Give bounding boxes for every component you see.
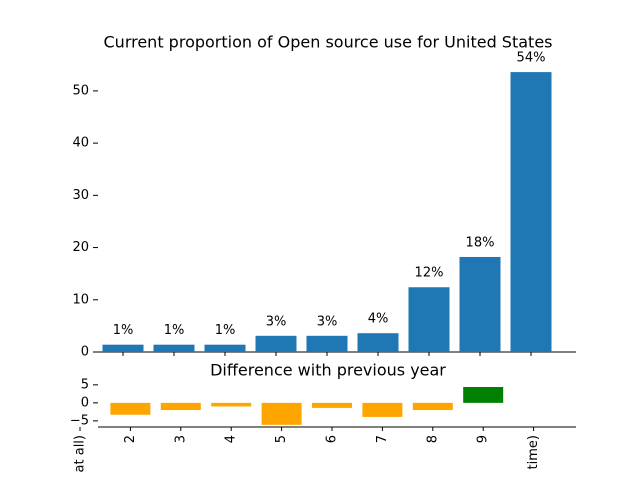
y-tick-label: 20: [72, 240, 89, 255]
data-label: 54%: [517, 51, 546, 66]
bar: [408, 287, 450, 352]
chart-title: Current proportion of Open source use fo…: [104, 33, 553, 52]
y-tick-label: 0: [81, 395, 89, 410]
x-tick-label: 4: [224, 435, 239, 443]
data-label: 1%: [215, 323, 236, 338]
bar: [306, 335, 348, 352]
data-label: 3%: [266, 314, 287, 329]
data-label: 18%: [466, 235, 495, 250]
x-tick-label: at all): [73, 435, 88, 472]
bar: [110, 402, 151, 415]
data-label: 1%: [164, 323, 185, 338]
x-tick-label: 6: [325, 435, 340, 443]
bar: [204, 344, 246, 352]
bar: [261, 402, 302, 425]
y-tick-label: 0: [81, 345, 89, 360]
bar: [459, 256, 501, 352]
y-tick-label: 10: [72, 292, 89, 307]
y-tick-label: −5: [70, 413, 89, 428]
bar: [102, 344, 144, 352]
bar: [160, 402, 201, 411]
bar: [357, 333, 399, 352]
bar: [211, 402, 252, 407]
bar: [510, 72, 552, 353]
data-label: 1%: [113, 323, 134, 338]
data-label: 4%: [368, 312, 389, 327]
y-tick-label: 50: [72, 83, 89, 98]
bar: [412, 402, 453, 411]
y-tick-label: 30: [72, 188, 89, 203]
x-tick-label: 5: [274, 435, 289, 443]
bar: [463, 387, 504, 403]
x-tick-label: 8: [425, 435, 440, 443]
y-tick-label: 5: [81, 377, 89, 392]
bar: [153, 344, 195, 352]
y-tick-label: 40: [72, 136, 89, 151]
bar: [255, 335, 297, 352]
data-label: 3%: [317, 314, 338, 329]
x-tick-label: 9: [476, 435, 491, 443]
data-label: 12%: [415, 266, 444, 281]
subplot-title: Difference with previous year: [210, 361, 446, 380]
bar: [312, 402, 352, 408]
x-tick-label: 7: [375, 435, 390, 443]
x-tick-label: time): [526, 435, 541, 469]
x-tick-label: 2: [123, 435, 138, 443]
bar: [362, 402, 403, 417]
x-tick-label: 3: [173, 435, 188, 443]
